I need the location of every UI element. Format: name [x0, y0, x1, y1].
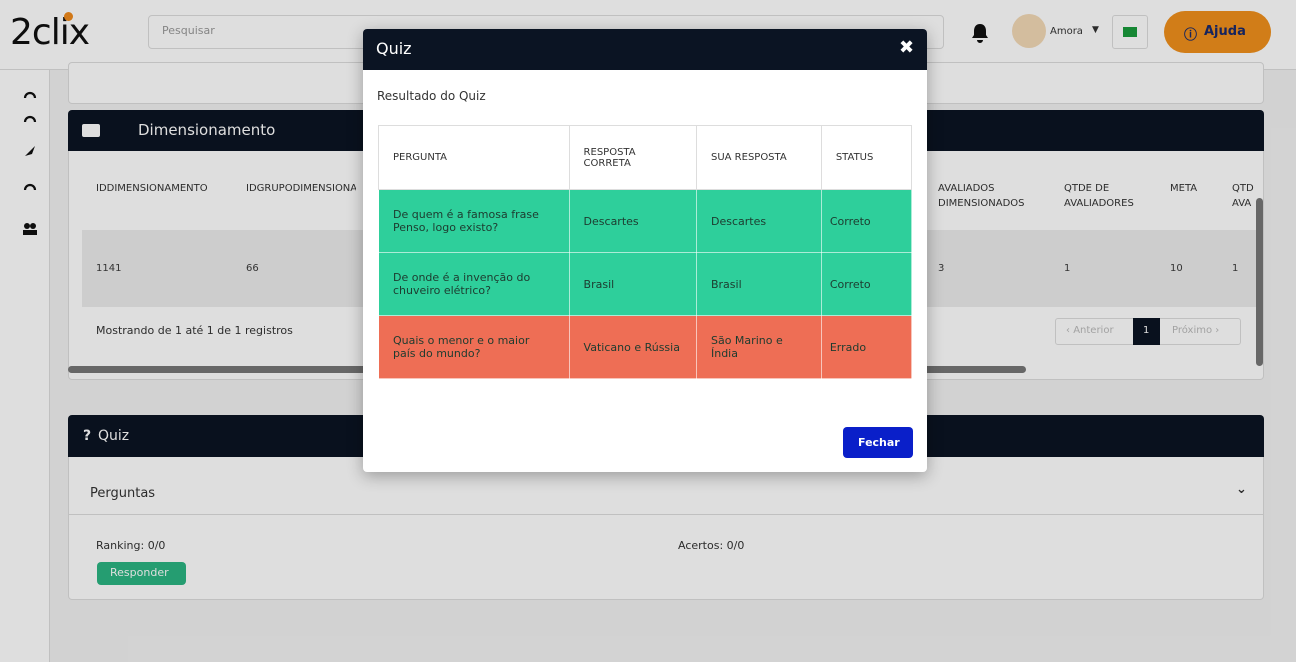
- cell: 3: [938, 263, 945, 274]
- cell: 66: [246, 263, 259, 274]
- result-cell: Errado: [820, 315, 913, 379]
- responder-label: Responder: [110, 566, 169, 579]
- column-header: AVALIADOS DIMENSIONADOS: [938, 183, 1025, 209]
- logo: 2clix: [10, 12, 90, 53]
- result-cell: Correto: [820, 252, 913, 316]
- questions-label: Perguntas: [90, 486, 156, 501]
- header-cell: STATUS: [820, 125, 913, 190]
- questions-accordion[interactable]: [68, 472, 1264, 515]
- fechar-button[interactable]: [843, 427, 913, 458]
- search-placeholder: Pesquisar: [162, 24, 215, 37]
- header-cell: PERGUNTA: [378, 125, 570, 190]
- dimensionamento-title: Dimensionamento: [138, 121, 276, 139]
- cell: 1: [1232, 263, 1239, 274]
- column-header: QTD AVA: [1232, 183, 1254, 209]
- result-row: De onde é a invenção do chuveiro elétric…: [378, 252, 913, 316]
- card-icon: [82, 124, 100, 137]
- sidebar: [0, 70, 50, 662]
- result-table: PERGUNTA RESPOSTA CORRETA SUA RESPOSTA STAT…: [378, 125, 913, 379]
- result-cell: De onde é a invenção do chuveiro elétric…: [378, 252, 570, 316]
- avatar[interactable]: [1012, 14, 1046, 48]
- ranking: Ranking: 0/0: [96, 539, 166, 552]
- flag: [1123, 27, 1137, 37]
- table-info: Mostrando de 1 até 1 de 1 registros: [96, 324, 293, 337]
- result-cell: Vaticano e Rússia: [568, 315, 697, 379]
- result-cell: Brasil: [568, 252, 697, 316]
- sidebar-icons[interactable]: [22, 86, 38, 276]
- column-header: QTDE DE AVALIADORES: [1064, 183, 1134, 209]
- header-cell: SUA RESPOSTA: [695, 125, 822, 190]
- modal: Quiz ✖ Resultado do Quiz PERGUNTA RESPOST…: [363, 29, 927, 472]
- modal-title: Quiz: [376, 39, 412, 58]
- logo-dot: [64, 12, 73, 21]
- quiz-title: Quiz: [98, 428, 130, 444]
- result-cell: De quem é a famosa frase Penso, logo exi…: [378, 189, 570, 253]
- result-cell: Descartes: [568, 189, 697, 253]
- column-header: IDGRUPODIMENSIONA: [246, 183, 356, 194]
- responder-button[interactable]: [97, 562, 186, 585]
- pagination-current: 1: [1143, 325, 1150, 336]
- modal-subtitle: Resultado do Quiz: [377, 89, 486, 103]
- acertos: Acertos: 0/0: [678, 539, 745, 552]
- column-header: META: [1170, 183, 1198, 194]
- cell: 10: [1170, 263, 1183, 274]
- cell: 1141: [96, 263, 122, 274]
- result-cell: Descartes: [695, 189, 822, 253]
- chevron[interactable]: ⌄: [1236, 482, 1247, 497]
- result-cell: Quais o menor e o maior país do mundo?: [378, 315, 570, 379]
- pagination-next[interactable]: Próximo ›: [1172, 325, 1220, 336]
- header-cell: RESPOSTA CORRETA: [568, 125, 697, 190]
- cell: 1: [1064, 263, 1071, 274]
- help-icon: ⓘ: [1184, 28, 1198, 43]
- result-cell: Correto: [820, 189, 913, 253]
- result-cell: São Marino e Índia: [695, 315, 822, 379]
- v-scrollbar[interactable]: [1256, 198, 1263, 366]
- modal-header: [363, 29, 927, 70]
- result-row: Quais o menor e o maior país do mundo? Va…: [378, 315, 913, 379]
- quiz-icon: ?: [83, 428, 92, 444]
- header-row: PERGUNTA RESPOSTA CORRETA SUA RESPOSTA STAT…: [378, 125, 913, 190]
- result-row: De quem é a famosa frase Penso, logo exi…: [378, 189, 913, 253]
- bell-icon[interactable]: [970, 22, 990, 44]
- pagination-next-label: Próximo: [1172, 325, 1213, 336]
- column-header: IDDIMENSIONAMENTO: [96, 183, 208, 194]
- result-cell: Brasil: [695, 252, 822, 316]
- pagination-prev-label: Anterior: [1073, 325, 1114, 336]
- pagination-current-bg[interactable]: [1133, 318, 1160, 345]
- help-button[interactable]: [1164, 11, 1271, 53]
- dropdown-caret: ▼: [1092, 25, 1099, 35]
- fechar-label: Fechar: [858, 436, 900, 449]
- user-name[interactable]: Amora: [1050, 26, 1083, 37]
- help-label: Ajuda: [1204, 24, 1246, 39]
- pagination-prev[interactable]: ‹ Anterior: [1066, 325, 1114, 336]
- flag-button[interactable]: [1112, 15, 1148, 49]
- close-icon[interactable]: ✖: [899, 37, 915, 58]
